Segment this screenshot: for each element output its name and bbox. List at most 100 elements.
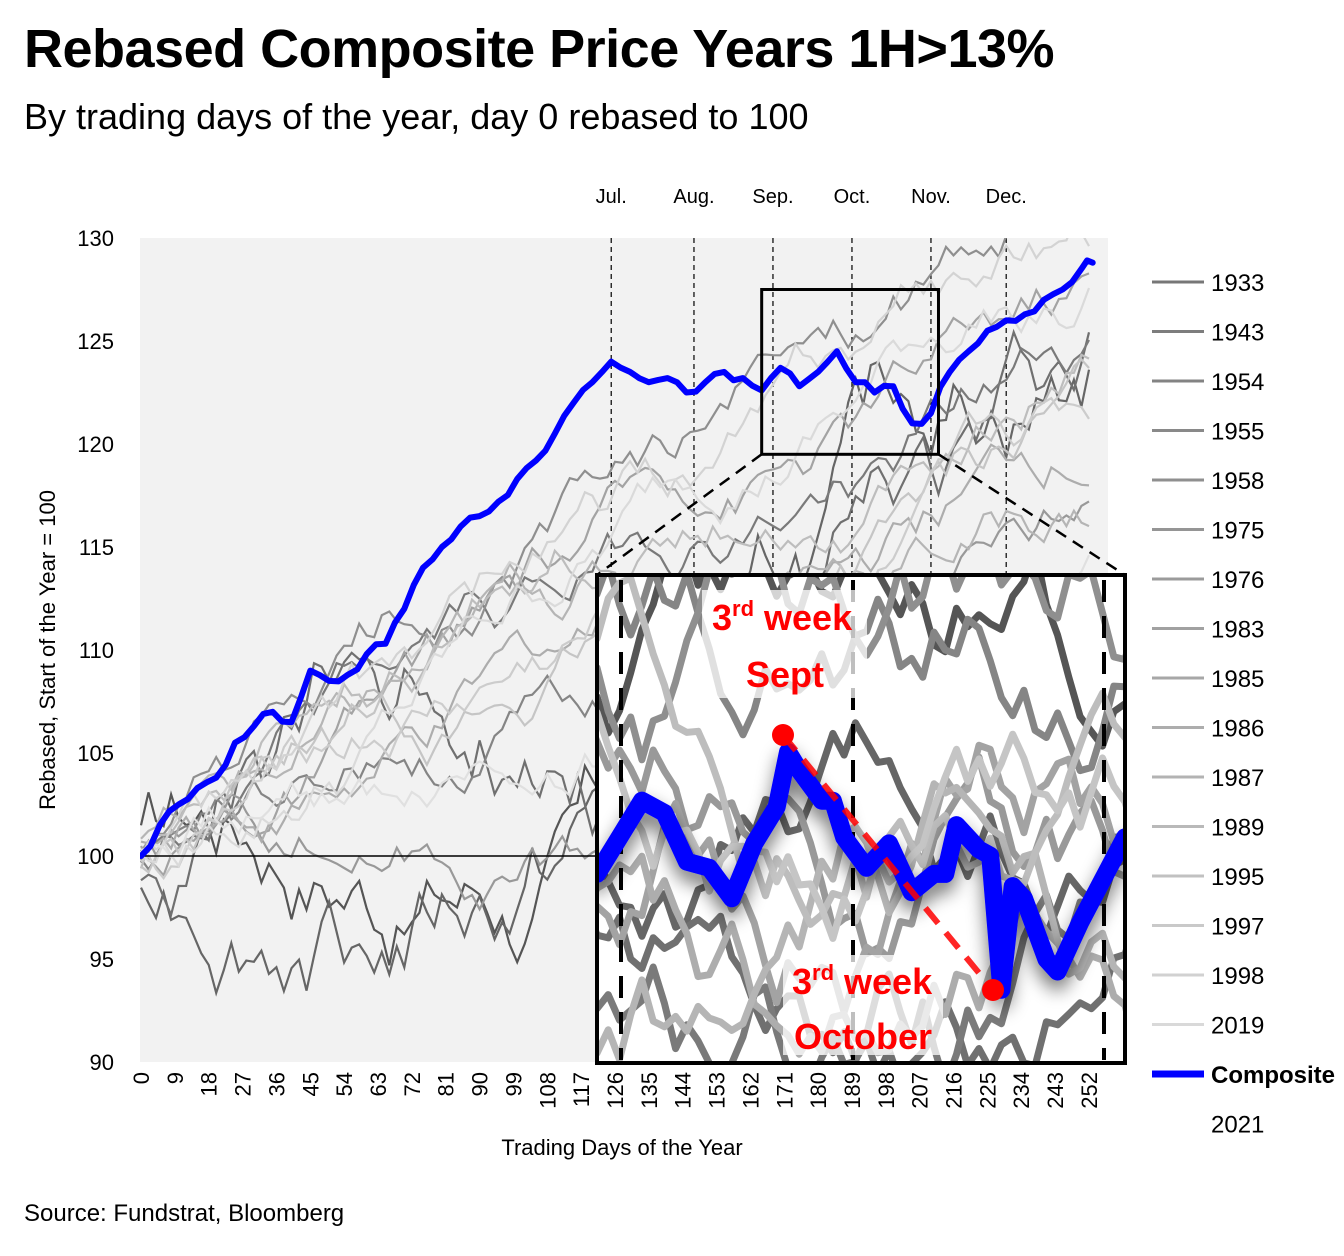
x-tick-label: 126 [603, 1072, 628, 1109]
zoom-connector-left [596, 453, 763, 577]
x-tick-label: 252 [1077, 1072, 1102, 1109]
legend-entry: 1998 [1152, 963, 1264, 990]
y-tick-label: 120 [77, 432, 114, 457]
x-tick-label: 18 [197, 1072, 222, 1096]
y-tick-label: 90 [90, 1050, 114, 1075]
oct-trough-marker [982, 979, 1004, 1001]
source-note: Source: Fundstrat, Bloomberg [24, 1200, 345, 1227]
legend-entry: 1997 [1152, 914, 1264, 941]
y-tick-label: 115 [79, 535, 114, 560]
legend-entry: 1976 [1152, 567, 1264, 594]
zoom-box [760, 288, 940, 456]
legend: 1933 1943 1954 1955 1958 1975 1976 1983 1985 1986… [1152, 270, 1335, 1139]
svg-text:1998: 1998 [1211, 963, 1264, 990]
legend-entry: 1933 [1152, 270, 1264, 297]
svg-text:1933: 1933 [1211, 270, 1264, 297]
x-tick-label: 72 [400, 1072, 425, 1096]
x-tick-label: 225 [975, 1072, 1000, 1109]
legend-entry: Composite [1152, 1062, 1335, 1089]
inset-historical-line [597, 732, 1125, 963]
x-tick-label: 54 [332, 1072, 357, 1096]
x-tick-label: 171 [772, 1072, 797, 1109]
legend-entry: 1958 [1152, 468, 1264, 495]
inset-historical-line [597, 780, 1125, 1063]
legend-entry: 2019 [1152, 1013, 1264, 1040]
historical-year-line [140, 238, 1090, 859]
x-tick-label: 99 [501, 1072, 526, 1096]
svg-text:1995: 1995 [1211, 864, 1264, 891]
svg-text:1983: 1983 [1211, 617, 1264, 644]
x-axis-title: Trading Days of the Year [501, 1135, 742, 1160]
legend-entry: 1989 [1152, 815, 1264, 842]
month-labels: Jul. Aug. Sep. Oct. Nov. Dec. [596, 186, 1027, 208]
x-tick-label: 144 [671, 1072, 696, 1109]
x-tick-label: 135 [637, 1072, 662, 1109]
month-label: Jul. [596, 186, 627, 208]
chart-title: Rebased Composite Price Years 1H>13% [24, 19, 1055, 79]
x-tick-label: 153 [705, 1072, 730, 1109]
inset-historical-line [597, 575, 1125, 750]
month-label: Dec. [986, 186, 1027, 208]
composite-line [140, 257, 1096, 859]
svg-text:2021: 2021 [1211, 1112, 1264, 1139]
y-tick-label: 110 [79, 638, 114, 663]
callout-oct-line2: October [794, 1016, 932, 1057]
inset-historical-line [597, 575, 1125, 928]
x-tick-label: 207 [908, 1072, 933, 1109]
x-tick-label: 243 [1043, 1072, 1068, 1109]
y-tick-label: 125 [77, 329, 114, 354]
x-tick-label: 162 [738, 1072, 763, 1109]
month-label: Oct. [834, 186, 871, 208]
svg-text:1954: 1954 [1211, 369, 1264, 396]
decline-trend-line [780, 733, 996, 992]
callout-sept-line2: Sept [746, 654, 824, 695]
legend-entry: 2021 [1211, 1112, 1264, 1139]
x-tick-label: 81 [434, 1072, 459, 1096]
month-label: Aug. [673, 186, 714, 208]
svg-text:1955: 1955 [1211, 419, 1264, 446]
svg-text:2019: 2019 [1211, 1013, 1264, 1040]
inset-composite-line [597, 742, 1125, 999]
x-tick-label: 234 [1009, 1072, 1034, 1109]
callout-oct-line1: 3rd week [792, 960, 933, 1002]
x-tick-label: 117 [569, 1072, 594, 1107]
legend-entry: 1985 [1152, 666, 1264, 693]
y-tick-label: 130 [77, 226, 114, 251]
x-tick-label: 9 [163, 1072, 188, 1084]
legend-entry: 1943 [1152, 320, 1264, 347]
x-tick-label: 189 [840, 1072, 865, 1109]
chart-subtitle: By trading days of the year, day 0 rebas… [24, 96, 809, 137]
x-tick-label: 63 [366, 1072, 391, 1096]
x-tick-label: 180 [806, 1072, 831, 1109]
svg-text:1987: 1987 [1211, 765, 1264, 792]
x-axis: 0 9 18 27 36 45 54 63 72 81 90 99 108 117 126 135 144 153… [129, 1072, 1102, 1109]
svg-text:1989: 1989 [1211, 815, 1264, 842]
svg-text:Composite: Composite [1211, 1062, 1335, 1089]
x-tick-label: 108 [535, 1072, 560, 1109]
legend-entry: 1954 [1152, 369, 1264, 396]
svg-text:1943: 1943 [1211, 320, 1264, 347]
svg-text:1986: 1986 [1211, 716, 1264, 743]
legend-entry: 1955 [1152, 419, 1264, 446]
x-tick-label: 36 [264, 1072, 289, 1096]
y-tick-label: 95 [90, 947, 114, 972]
svg-text:1997: 1997 [1211, 914, 1264, 941]
month-label: Nov. [911, 186, 951, 208]
y-axis: 90 95 100 105 110 115 120 125 130 [77, 226, 114, 1075]
y-axis-title: Rebased, Start of the Year = 100 [35, 490, 60, 810]
zoom-connector-right [937, 453, 1126, 577]
legend-entry: 1986 [1152, 716, 1264, 743]
svg-text:1958: 1958 [1211, 468, 1264, 495]
historical-year-line [140, 287, 1091, 869]
svg-text:1976: 1976 [1211, 567, 1264, 594]
zoom-inset: 3rd week Sept 3rd week October [595, 573, 1127, 1065]
y-tick-label: 100 [77, 844, 114, 869]
x-tick-label: 90 [468, 1072, 493, 1096]
callout-sept-line1: 3rd week [712, 596, 853, 638]
x-tick-label: 216 [942, 1072, 967, 1109]
svg-text:1985: 1985 [1211, 666, 1264, 693]
x-tick-label: 198 [874, 1072, 899, 1109]
legend-entry: 1983 [1152, 617, 1264, 644]
legend-entry: 1975 [1152, 518, 1264, 545]
